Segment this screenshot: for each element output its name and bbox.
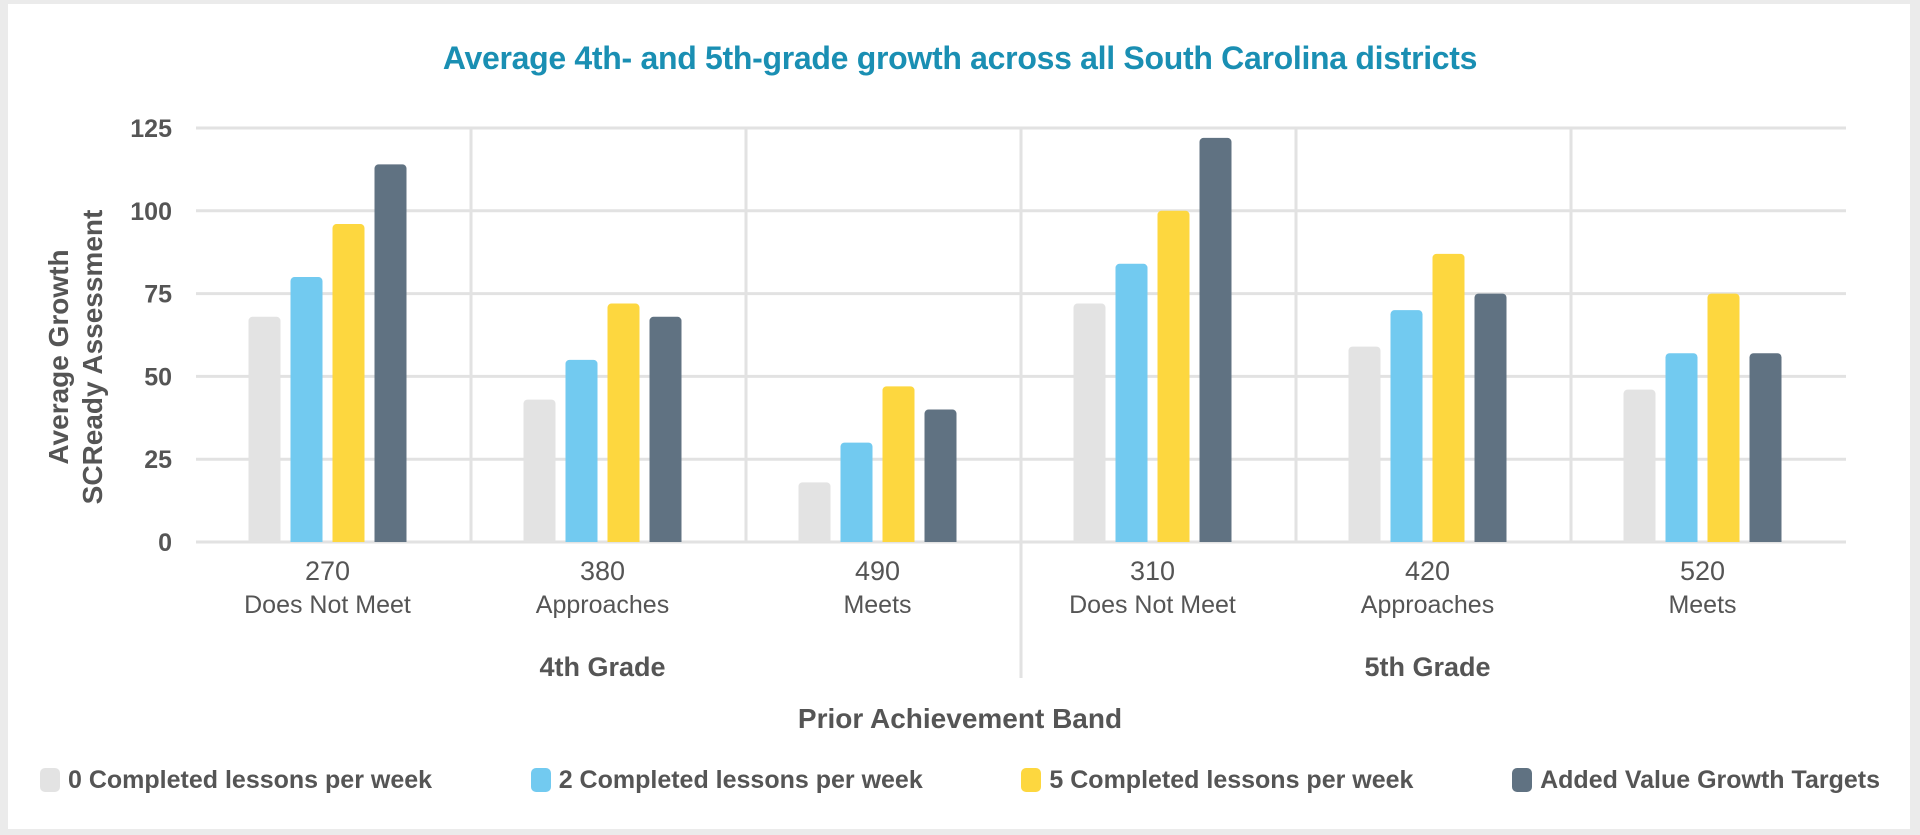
bar [374,164,407,542]
y-axis-ticks: 0 25 50 75 100 125 [130,115,172,557]
chart-title: Average 4th- and 5th-grade growth across… [442,40,1478,76]
category-score-label: 270 [305,556,350,586]
bar-base [1623,536,1656,542]
bar [1348,346,1381,542]
bar [1432,253,1465,542]
group-label: 5th Grade [1364,652,1490,682]
category-band-label: Approaches [536,591,669,619]
bar-base [649,536,682,542]
bar [1749,353,1782,542]
bar [607,303,640,542]
bar-base [565,536,598,542]
bar-base [374,536,407,542]
bar-base [1115,536,1148,542]
bar [882,386,915,542]
y-tick-label: 75 [144,281,172,309]
legend-item[interactable]: Added Value Growth Targets [1512,766,1880,795]
bar [1707,293,1740,542]
bar [1073,303,1106,542]
bar-base [840,536,873,542]
bar-base [290,536,323,542]
bar [248,316,281,542]
bar-base [1390,536,1423,542]
category-score-label: 310 [1130,556,1175,586]
legend-swatch-3 [1512,768,1533,792]
bar [1390,310,1423,542]
legend-label: 5 Completed lessons per week [1049,765,1414,794]
bar-base [607,536,640,542]
legend-item[interactable]: 5 Completed lessons per week [1021,766,1413,795]
group-label: 4th Grade [539,652,665,682]
bar-base [882,536,915,542]
bar [1115,263,1148,542]
category-score-label: 380 [580,556,625,586]
legend-label: Added Value Growth Targets [1540,765,1880,794]
legend: 0 Completed lessons per week 2 Completed… [40,762,1880,798]
category-score-label: 420 [1405,556,1450,586]
bar [1157,210,1190,543]
bar-base [1157,536,1190,542]
bar-base [1749,536,1782,542]
bar [924,409,957,542]
chart-frame [8,4,1910,829]
category-band-label: Meets [843,591,911,619]
category-band-label: Does Not Meet [1069,591,1236,619]
bar-base [1432,536,1465,542]
bar-base [798,536,831,542]
bars [248,137,1782,543]
legend-swatch-2 [1021,768,1042,792]
bar-base [1073,536,1106,542]
legend-label: 0 Completed lessons per week [68,765,433,794]
bar-base [1665,536,1698,542]
y-axis-label-line1: Average Growth [43,249,74,464]
bar [1199,137,1232,542]
bar [332,224,365,542]
bar [523,399,556,542]
category-score-label: 520 [1680,556,1725,586]
legend-label: 2 Completed lessons per week [558,765,923,794]
category-score-label: 490 [855,556,900,586]
bar [290,277,323,542]
y-tick-label: 125 [130,115,172,143]
x-axis-categories: 270 Does Not Meet 380 Approaches 490 Meets 4th… [244,556,1736,682]
category-band-label: Does Not Meet [244,591,411,619]
bar [798,482,831,542]
y-tick-label: 100 [130,198,172,226]
bar-base [1199,536,1232,542]
bar-base [332,536,365,542]
bar [1474,293,1507,542]
y-axis-label-line2: SCReady Assessment [77,210,108,505]
category-band-label: Meets [1668,591,1736,619]
legend-swatch-1 [530,768,551,792]
bar-base [248,536,281,542]
bar [1665,353,1698,542]
category-band-label: Approaches [1361,591,1494,619]
legend-item[interactable]: 0 Completed lessons per week [40,766,432,795]
bar-base [924,536,957,542]
bar [649,316,682,542]
bar [1623,389,1656,542]
y-tick-label: 0 [158,529,172,557]
x-axis-label: Prior Achievement Band [798,703,1122,734]
bar-base [1707,536,1740,542]
bar-base [523,536,556,542]
bar [565,359,598,542]
bar-base [1348,536,1381,542]
bar [840,442,873,542]
y-tick-label: 50 [144,363,172,391]
gridlines [196,126,1846,678]
bar-base [1474,536,1507,542]
legend-item[interactable]: 2 Completed lessons per week [530,765,923,795]
legend-swatch-0 [40,768,60,792]
y-tick-label: 25 [144,446,172,474]
